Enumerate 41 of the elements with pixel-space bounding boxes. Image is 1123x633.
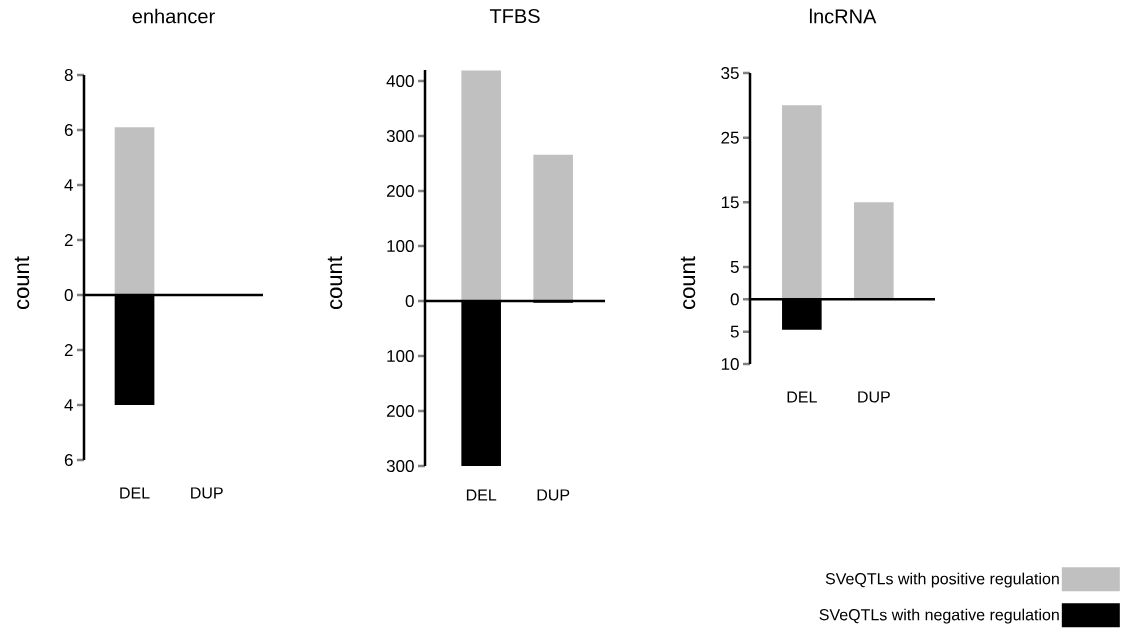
y-tick-label: 2 xyxy=(64,344,73,356)
x-tick-label: DEL xyxy=(787,391,817,403)
y-tick-label: 4 xyxy=(64,179,73,191)
y-tick-label: 100 xyxy=(387,349,414,363)
y-tick-label: 6 xyxy=(64,453,73,467)
y-tick-label: 2 xyxy=(64,234,73,246)
y-tick-label: 300 xyxy=(386,129,414,143)
y-axis-title: count xyxy=(680,256,696,309)
bar xyxy=(461,70,501,301)
chart-title: TFBS xyxy=(489,8,540,24)
legend-label: SVeQTLs with positive regulation xyxy=(825,572,1059,588)
y-axis-title: count xyxy=(14,256,30,309)
y-tick-label: 5 xyxy=(730,325,739,338)
y-tick-label: 6 xyxy=(64,123,73,137)
x-tick-label: DEL xyxy=(466,489,497,501)
y-tick-label: 300 xyxy=(386,459,414,473)
x-tick-label: DUP xyxy=(858,391,890,403)
y-tick-label: 200 xyxy=(386,184,414,198)
y-tick-label: 15 xyxy=(721,196,739,209)
x-tick-label: DUP xyxy=(191,487,223,499)
x-tick-label: DUP xyxy=(537,489,570,501)
y-tick-label: 10 xyxy=(721,357,739,371)
chart-title: lncRNA xyxy=(809,8,877,24)
y-tick-label: 35 xyxy=(721,66,739,80)
x-tick-label: DEL xyxy=(120,487,150,499)
legend-label: SVeQTLs with negative regulation xyxy=(819,608,1059,624)
bar xyxy=(782,105,822,300)
y-tick-label: 5 xyxy=(730,261,739,273)
y-tick-label: 0 xyxy=(64,288,73,302)
bar xyxy=(533,154,573,301)
y-tick-label: 100 xyxy=(387,239,414,253)
y-tick-label: 400 xyxy=(386,74,414,88)
bar xyxy=(854,202,894,300)
y-tick-label: 0 xyxy=(405,294,414,308)
chart-title: enhancer xyxy=(132,8,215,24)
y-tick-label: 8 xyxy=(64,68,73,82)
y-tick-label: 200 xyxy=(386,404,414,418)
y-tick-label: 25 xyxy=(721,131,739,144)
y-tick-label: 4 xyxy=(64,399,73,411)
y-tick-label: 0 xyxy=(730,293,739,306)
y-axis-title: count xyxy=(327,256,343,309)
